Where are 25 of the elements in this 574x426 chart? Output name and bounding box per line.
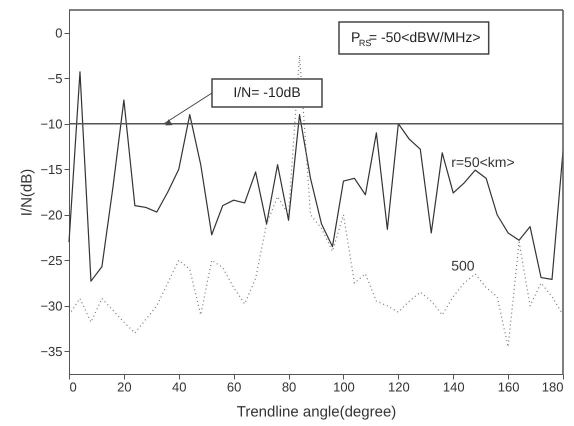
x-tick-label: 120 — [388, 380, 410, 394]
y-tick-label: −5 — [48, 70, 62, 86]
x-tick-label: 20 — [117, 380, 132, 394]
y-tick-label: 0 — [55, 25, 62, 40]
x-tick-label: 160 — [498, 380, 520, 394]
x-tick-label: 180 — [542, 380, 564, 394]
y-tick-label: −15 — [40, 162, 62, 177]
y-tick-label: −30 — [40, 298, 62, 314]
series-label: 500 — [451, 258, 475, 274]
x-axis-title: Trendline angle(degree) — [236, 404, 396, 420]
annotation: I/N= -10dB — [233, 84, 301, 100]
series-label: r=50<km> — [451, 154, 515, 170]
x-tick-label: 80 — [282, 380, 296, 394]
x-tick-label: 0 — [70, 380, 77, 394]
line-series — [68, 71, 564, 282]
x-tick-label: 40 — [172, 380, 187, 394]
y-tick-label: −10 — [40, 116, 62, 132]
y-tick-label: −35 — [40, 344, 62, 359]
y-axis-title: I/N(dB) — [18, 168, 36, 216]
x-tick-label: 60 — [226, 380, 242, 394]
y-tick-label: −20 — [40, 207, 62, 222]
y-tick-label: −25 — [40, 252, 62, 268]
x-tick-label: 140 — [442, 380, 465, 394]
line-series — [68, 54, 564, 348]
x-tick-label: 100 — [333, 380, 355, 394]
